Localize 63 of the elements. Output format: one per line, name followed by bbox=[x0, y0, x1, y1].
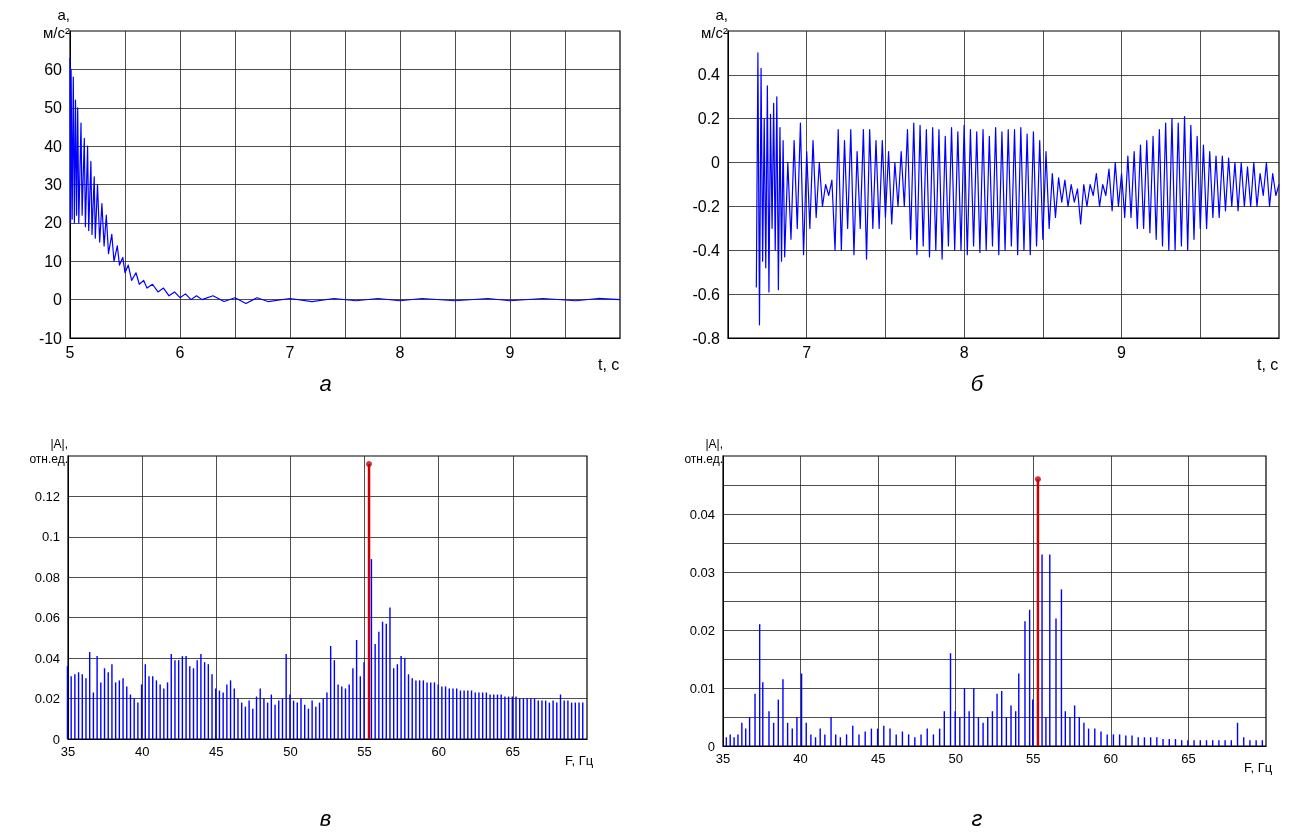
x-tick-label: 65 bbox=[1181, 751, 1196, 766]
y-tick-label: 20 bbox=[44, 214, 63, 232]
line-series bbox=[69, 57, 621, 305]
y-tick-label: 0 bbox=[707, 738, 715, 754]
x-tick-label: 35 bbox=[715, 751, 731, 766]
x-tick-label: 5 bbox=[65, 343, 75, 361]
y-tick-label: 0.02 bbox=[34, 691, 60, 707]
x-axis-title: F, Гц bbox=[1244, 760, 1273, 775]
text: в bbox=[319, 805, 332, 831]
x-tick-label: 65 bbox=[505, 744, 521, 759]
x-tick-label: 6 bbox=[175, 343, 185, 361]
y-tick-label: 0.04 bbox=[34, 650, 60, 666]
y-tick-label: 40 bbox=[44, 137, 63, 155]
y-axis-title: a, м/с² bbox=[701, 5, 728, 41]
y-tick-label: -0.2 bbox=[692, 197, 721, 215]
text: а bbox=[319, 370, 332, 396]
x-tick-label: 7 bbox=[802, 343, 812, 361]
y-axis-title: a, м/с² bbox=[43, 5, 70, 41]
y-tick-label: 0.02 bbox=[689, 622, 715, 638]
x-tick-label: 9 bbox=[1117, 343, 1127, 361]
x-tick-label: 8 bbox=[395, 343, 405, 361]
y-tick-label: 10 bbox=[44, 252, 63, 270]
x-tick-label: 45 bbox=[209, 744, 224, 759]
y-tick-label: 0.1 bbox=[41, 529, 60, 545]
x-tick-label: 50 bbox=[948, 751, 963, 766]
y-tick-label: 0.01 bbox=[689, 680, 715, 696]
y-tick-label: -0.8 bbox=[692, 329, 721, 347]
y-tick-label: 50 bbox=[44, 99, 63, 117]
y-tick-label: 0.03 bbox=[689, 564, 715, 580]
y-axis-title: |A|, отн.ед. bbox=[29, 436, 68, 466]
x-tick-label: 35 bbox=[60, 744, 76, 759]
x-tick-label: 60 bbox=[1103, 751, 1119, 766]
x-tick-label: 60 bbox=[431, 744, 446, 759]
y-tick-label: 0 bbox=[711, 154, 721, 172]
y-tick-label: 0.12 bbox=[34, 488, 60, 504]
y-tick-label: 0.04 bbox=[689, 506, 715, 522]
x-axis-title: t, с bbox=[598, 355, 620, 373]
y-tick-label: 30 bbox=[44, 176, 63, 193]
x-tick-label: 9 bbox=[505, 343, 515, 361]
x-tick-label: 50 bbox=[283, 744, 298, 759]
x-tick-label: 55 bbox=[357, 744, 372, 759]
x-tick-label: 8 bbox=[959, 343, 969, 361]
y-tick-label: -0.4 bbox=[692, 241, 721, 259]
text: б bbox=[970, 370, 985, 396]
line-series bbox=[755, 52, 1280, 326]
x-tick-label: 40 bbox=[793, 751, 808, 766]
y-tick-label: 0 bbox=[52, 731, 60, 747]
y-tick-label: 0.4 bbox=[697, 66, 721, 84]
text: г bbox=[971, 805, 983, 831]
x-tick-label: 40 bbox=[134, 744, 150, 759]
y-tick-label: -0.6 bbox=[692, 285, 721, 303]
y-tick-label: 60 bbox=[44, 60, 63, 78]
x-axis-title: F, Гц bbox=[565, 753, 594, 768]
y-axis-title: |A|, отн.ед. bbox=[684, 436, 723, 466]
y-tick-label: 0.2 bbox=[697, 110, 721, 128]
x-tick-label: 7 bbox=[285, 343, 295, 361]
x-tick-label: 55 bbox=[1026, 751, 1041, 766]
y-tick-label: 0.06 bbox=[34, 610, 60, 626]
x-axis-title: t, с bbox=[1257, 355, 1279, 373]
y-tick-label: 0.08 bbox=[34, 569, 60, 585]
y-tick-label: -10 bbox=[38, 329, 63, 347]
x-tick-label: 45 bbox=[870, 751, 886, 766]
y-tick-label: 0 bbox=[53, 291, 63, 309]
